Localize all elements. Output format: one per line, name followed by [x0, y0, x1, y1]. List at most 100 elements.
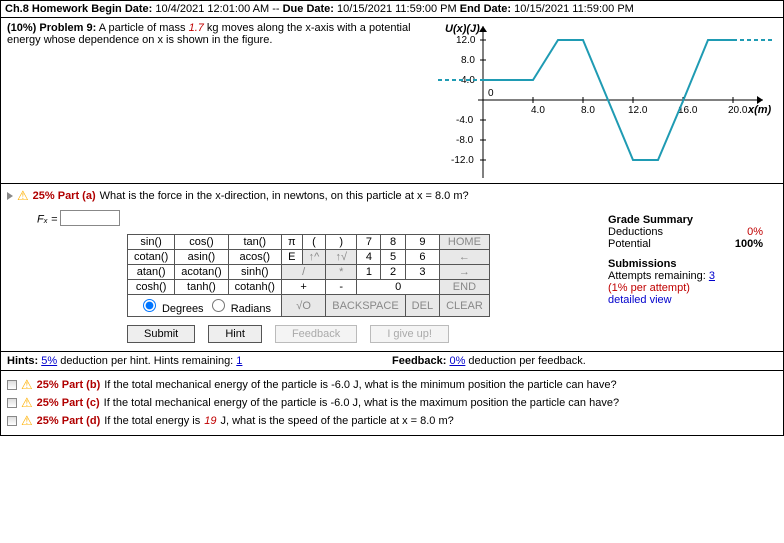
hints-pct: 5% [41, 355, 57, 367]
attempts-remaining[interactable]: 3 [709, 270, 715, 282]
svg-text:-12.0: -12.0 [451, 155, 474, 166]
warning-icon: ⚠ [21, 413, 33, 429]
num-3[interactable]: 3 [405, 265, 439, 280]
hints-text: deduction per hint. Hints remaining: [57, 355, 236, 367]
problem-text-1: A particle of mass [99, 22, 189, 34]
svg-text:-8.0: -8.0 [456, 135, 474, 146]
end-key[interactable]: END [440, 280, 490, 295]
pi-key[interactable]: π [281, 235, 302, 250]
submit-button[interactable]: Submit [127, 325, 195, 343]
giveup-button[interactable]: I give up! [370, 325, 449, 343]
begin-date: 10/4/2021 12:01:00 AM [155, 3, 269, 15]
tanh-key[interactable]: tanh() [175, 280, 228, 295]
due-date: 10/15/2021 11:59:00 PM [337, 3, 457, 15]
hints-label: Hints: [7, 355, 41, 367]
collapse-icon[interactable] [7, 398, 17, 408]
acotan-key[interactable]: acotan() [175, 265, 228, 280]
deductions-label: Deductions [608, 226, 663, 238]
sep: -- [269, 3, 282, 15]
expand-icon[interactable] [7, 192, 13, 200]
answer-input[interactable] [60, 210, 120, 226]
part-c-text: If the total mechanical energy of the pa… [104, 397, 619, 409]
summary-title: Grade Summary [608, 214, 763, 226]
part-d-value: 19 [204, 415, 216, 427]
attempts-label: Attempts remaining: [608, 270, 709, 282]
part-a-question: What is the force in the x-direction, in… [100, 190, 469, 202]
backspace-key[interactable]: BACKSPACE [326, 295, 405, 317]
cosh-key[interactable]: cosh() [128, 280, 175, 295]
part-a-title: 25% Part (a) [33, 190, 96, 202]
part-b-title: 25% Part (b) [37, 379, 101, 391]
num-8[interactable]: 8 [381, 235, 405, 250]
feedback-button[interactable]: Feedback [275, 325, 357, 343]
potential-value: 100% [735, 238, 763, 250]
cotan-key[interactable]: cotan() [128, 250, 175, 265]
e-key[interactable]: E [281, 250, 302, 265]
sin-key[interactable]: sin() [128, 235, 175, 250]
rparen-key[interactable]: ) [326, 235, 357, 250]
per-attempt: (1% per attempt) [608, 282, 690, 294]
warning-icon: ⚠ [21, 395, 33, 411]
submissions-title: Submissions [608, 258, 763, 270]
svg-text:12.0: 12.0 [628, 105, 648, 116]
cos-key[interactable]: cos() [175, 235, 228, 250]
part-d-text-2: J, what is the speed of the particle at … [220, 415, 453, 427]
feedback-pct: 0% [449, 355, 465, 367]
minus-key[interactable]: - [326, 280, 357, 295]
hint-button[interactable]: Hint [208, 325, 262, 343]
assignment-header: Ch.8 Homework Begin Date: 10/4/2021 12:0… [1, 1, 783, 18]
up-key[interactable]: ↑^ [302, 250, 326, 265]
warning-icon: ⚠ [17, 188, 29, 204]
assignment-title: Ch.8 Homework [5, 3, 88, 15]
clear-key[interactable]: CLEAR [440, 295, 490, 317]
svg-text:8.0: 8.0 [581, 105, 595, 116]
num-0[interactable]: 0 [357, 280, 440, 295]
potential-graph: 4.0 8.0 12.0 16.0 20.0 4.0 8.0 12.0 -4.0… [423, 18, 783, 183]
acos-key[interactable]: acos() [228, 250, 281, 265]
warning-icon: ⚠ [21, 377, 33, 393]
collapse-icon[interactable] [7, 380, 17, 390]
cotanh-key[interactable]: cotanh() [228, 280, 281, 295]
num-5[interactable]: 5 [381, 250, 405, 265]
begin-label: Begin Date: [91, 3, 152, 15]
num-9[interactable]: 9 [405, 235, 439, 250]
potential-label: Potential [608, 238, 651, 250]
div-key[interactable]: / [281, 265, 325, 280]
tan-key[interactable]: tan() [228, 235, 281, 250]
sqrt-o-key[interactable]: √O [281, 295, 325, 317]
plus-key[interactable]: + [281, 280, 325, 295]
calculator-keypad: sin() cos() tan() π ( ) 7 8 9 HOME cotan… [127, 234, 490, 317]
svg-text:20.0: 20.0 [728, 105, 748, 116]
grade-summary: Grade Summary Deductions0% Potential100%… [608, 214, 763, 306]
feedback-label: Feedback: [392, 355, 449, 367]
atan-key[interactable]: atan() [128, 265, 175, 280]
svg-text:8.0: 8.0 [461, 55, 475, 66]
problem-number: (10%) Problem 9: [7, 22, 96, 34]
num-1[interactable]: 1 [357, 265, 381, 280]
sinh-key[interactable]: sinh() [228, 265, 281, 280]
lparen-key[interactable]: ( [302, 235, 326, 250]
due-label: Due Date: [283, 3, 334, 15]
hints-count: 1 [236, 355, 242, 367]
mass-value: 1.7 [189, 22, 204, 34]
num-6[interactable]: 6 [405, 250, 439, 265]
right-key[interactable]: → [440, 265, 490, 280]
degrees-radio[interactable]: Degrees [138, 303, 204, 315]
part-b-text: If the total mechanical energy of the pa… [104, 379, 616, 391]
svg-text:12.0: 12.0 [456, 35, 476, 46]
detailed-view-link[interactable]: detailed view [608, 294, 672, 306]
asin-key[interactable]: asin() [175, 250, 228, 265]
del-key[interactable]: DEL [405, 295, 439, 317]
part-d-title: 25% Part (d) [37, 415, 101, 427]
sqrt-key[interactable]: ↑√ [326, 250, 357, 265]
num-4[interactable]: 4 [357, 250, 381, 265]
mul-key[interactable]: * [326, 265, 357, 280]
num-2[interactable]: 2 [381, 265, 405, 280]
radians-radio[interactable]: Radians [207, 303, 271, 315]
home-key[interactable]: HOME [440, 235, 490, 250]
num-7[interactable]: 7 [357, 235, 381, 250]
collapse-icon[interactable] [7, 416, 17, 426]
end-label: End Date: [460, 3, 511, 15]
feedback-info: Feedback: 0% deduction per feedback. [392, 355, 777, 367]
left-key[interactable]: ← [440, 250, 490, 265]
